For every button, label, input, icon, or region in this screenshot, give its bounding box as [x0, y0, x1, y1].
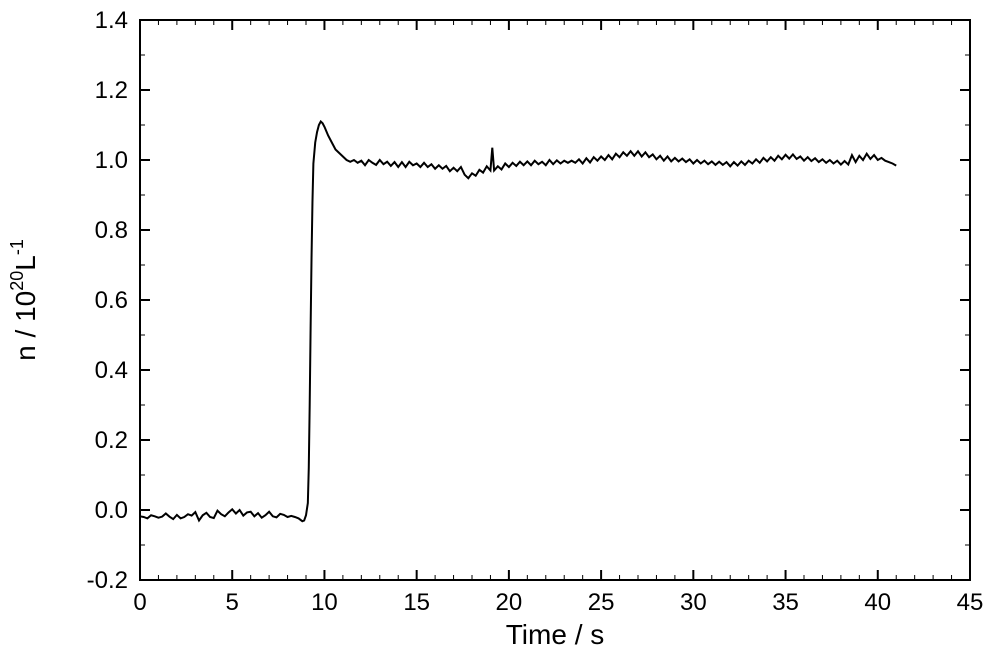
- y-tick-label: 0.4: [95, 357, 128, 384]
- y-axis-label: n / 1020L-1: [7, 239, 41, 361]
- x-tick-label: 25: [588, 589, 615, 616]
- y-tick-label: 0.8: [95, 217, 128, 244]
- y-tick-label: 1.0: [95, 147, 128, 174]
- plot-frame: [140, 20, 970, 580]
- x-axis-label: Time / s: [506, 619, 605, 650]
- y-tick-label: 0.6: [95, 287, 128, 314]
- x-tick-label: 15: [403, 589, 430, 616]
- y-tick-label: 1.2: [95, 77, 128, 104]
- y-tick-label: 1.4: [95, 7, 128, 34]
- x-tick-label: 30: [680, 589, 707, 616]
- x-tick-label: 5: [226, 589, 239, 616]
- y-tick-label: -0.2: [87, 567, 128, 594]
- x-tick-label: 10: [311, 589, 338, 616]
- x-tick-label: 0: [133, 589, 146, 616]
- x-tick-label: 20: [496, 589, 523, 616]
- x-tick-label: 45: [957, 589, 984, 616]
- y-tick-label: 0.0: [95, 497, 128, 524]
- y-tick-label: 0.2: [95, 427, 128, 454]
- line-chart: 0 5 10 15 20 25 30 35 40 45 -0.2 0.0 0.2 0.4 0.6 0.8 1.0…: [0, 0, 1000, 668]
- x-tick-label: 40: [864, 589, 891, 616]
- x-tick-label: 35: [772, 589, 799, 616]
- data-trace: [140, 122, 896, 522]
